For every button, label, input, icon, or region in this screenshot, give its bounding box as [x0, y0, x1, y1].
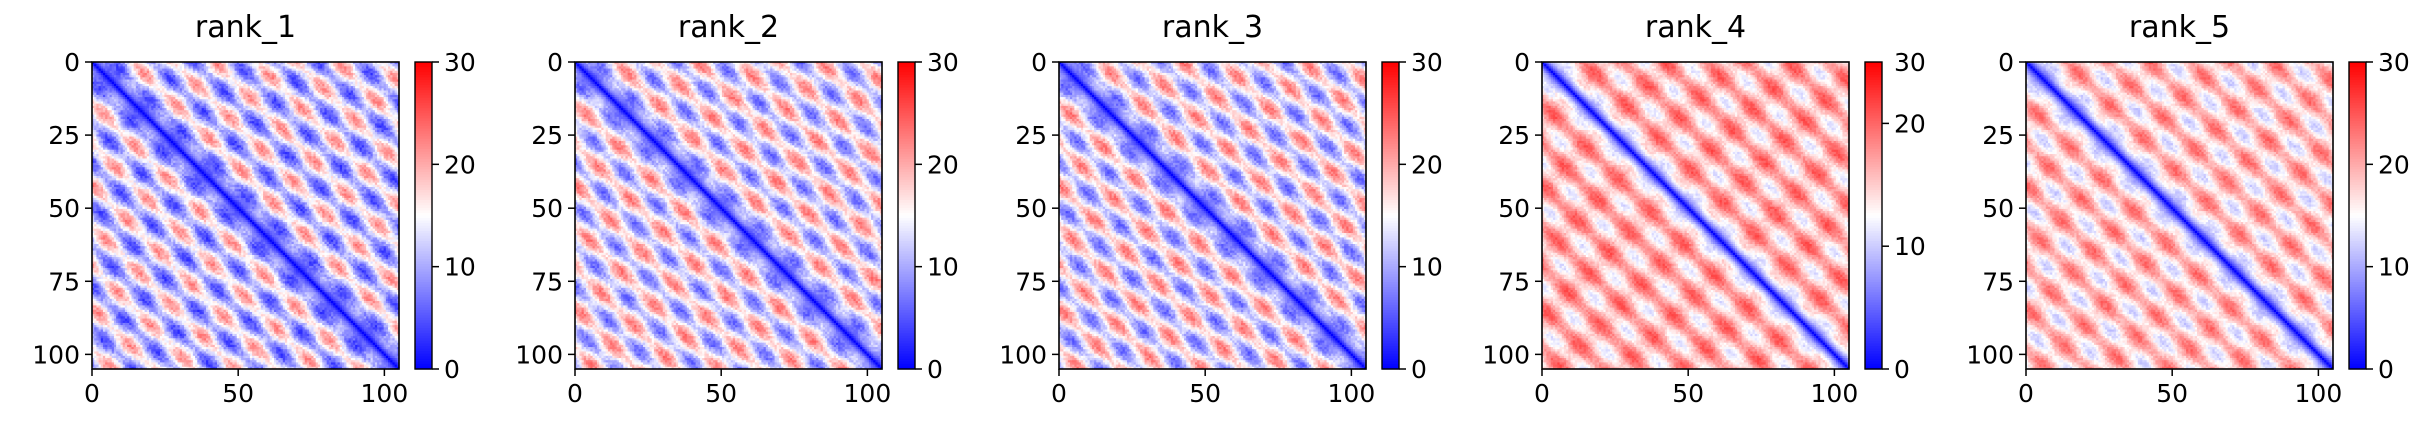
panel-title: rank_5 — [2129, 10, 2230, 45]
y-tick-label: 100 — [1966, 340, 2014, 369]
heatmap-cells — [1542, 62, 1850, 370]
colorbar: 0 10 20 30 — [898, 48, 959, 384]
y-tick-label: 0 — [1514, 48, 1530, 77]
colorbar-tick-label: 30 — [2378, 48, 2410, 77]
x-tick-label: 50 — [1189, 379, 1221, 408]
y-tick-label: 100 — [1482, 340, 1530, 369]
y-tick-label: 50 — [1982, 194, 2014, 223]
y-tick-label: 0 — [547, 48, 563, 77]
colorbar-tick-label: 0 — [444, 355, 460, 384]
panel-title: rank_2 — [678, 10, 779, 45]
colorbar-tick-label: 10 — [2378, 253, 2410, 282]
colorbar-tick-label: 10 — [1411, 253, 1443, 282]
y-tick-label: 25 — [1982, 121, 2014, 150]
x-tick-label: 0 — [2018, 379, 2034, 408]
panel-title: rank_4 — [1645, 10, 1746, 45]
colorbar-tick-label: 30 — [1411, 48, 1443, 77]
y-tick-label: 0 — [1031, 48, 1047, 77]
y-tick-label: 0 — [1998, 48, 2014, 77]
colorbar-tick-label: 30 — [444, 48, 476, 77]
colorbar-tick-label: 20 — [444, 150, 476, 179]
x-tick-label: 100 — [1328, 379, 1376, 408]
panel-title: rank_1 — [195, 10, 296, 45]
y-tick-label: 75 — [48, 267, 80, 296]
panel-title: rank_3 — [1162, 10, 1263, 45]
y-tick-label: 100 — [515, 340, 563, 369]
colorbar-tick-label: 20 — [2378, 150, 2410, 179]
y-tick-label: 50 — [1498, 194, 1530, 223]
colorbar-tick-label: 10 — [927, 253, 959, 282]
y-tick-label: 50 — [1015, 194, 1047, 223]
y-tick-label: 50 — [531, 194, 563, 223]
colorbar: 0 10 20 30 — [2349, 48, 2410, 384]
x-tick-label: 100 — [844, 379, 892, 408]
x-tick-label: 100 — [1811, 379, 1859, 408]
x-tick-label: 50 — [222, 379, 254, 408]
colorbar: 0 10 20 30 — [1865, 48, 1926, 384]
colorbar-tick-label: 10 — [444, 253, 476, 282]
y-tick-label: 100 — [999, 340, 1047, 369]
y-tick-label: 0 — [64, 48, 80, 77]
y-tick-label: 25 — [1015, 121, 1047, 150]
colorbar-tick-label: 0 — [927, 355, 943, 384]
y-tick-label: 50 — [48, 194, 80, 223]
colorbar-tick-label: 20 — [1894, 109, 1926, 138]
y-tick-label: 75 — [1498, 267, 1530, 296]
x-tick-label: 100 — [361, 379, 409, 408]
x-tick-label: 0 — [1534, 379, 1550, 408]
colorbar-tick-label: 0 — [1894, 355, 1910, 384]
colorbar-tick-label: 20 — [1411, 150, 1443, 179]
colorbar-tick-label: 0 — [2378, 355, 2394, 384]
x-tick-label: 0 — [84, 379, 100, 408]
y-tick-label: 25 — [531, 121, 563, 150]
colorbar: 0 10 20 30 — [1382, 48, 1443, 384]
x-tick-label: 50 — [2156, 379, 2188, 408]
y-tick-label: 75 — [531, 267, 563, 296]
colorbar-tick-label: 30 — [927, 48, 959, 77]
colorbar-top-label: 30 — [1894, 48, 1926, 77]
colorbar-tick-label: 0 — [1411, 355, 1427, 384]
x-tick-label: 0 — [1051, 379, 1067, 408]
colorbar-tick-label: 20 — [927, 150, 959, 179]
y-tick-label: 25 — [48, 121, 80, 150]
x-tick-label: 100 — [2295, 379, 2343, 408]
heatmap-cells — [92, 62, 400, 370]
y-tick-label: 25 — [1498, 121, 1530, 150]
heatmap-cells — [1059, 62, 1367, 370]
y-tick-label: 75 — [1015, 267, 1047, 296]
y-tick-label: 100 — [32, 340, 80, 369]
x-tick-label: 50 — [1672, 379, 1704, 408]
heatmap-cells — [575, 62, 883, 370]
y-tick-label: 75 — [1982, 267, 2014, 296]
heatmap-cells — [2026, 62, 2334, 370]
colorbar: 0 10 20 30 — [415, 48, 476, 384]
colorbar-tick-label: 10 — [1894, 232, 1926, 261]
x-tick-label: 0 — [567, 379, 583, 408]
x-tick-label: 50 — [705, 379, 737, 408]
